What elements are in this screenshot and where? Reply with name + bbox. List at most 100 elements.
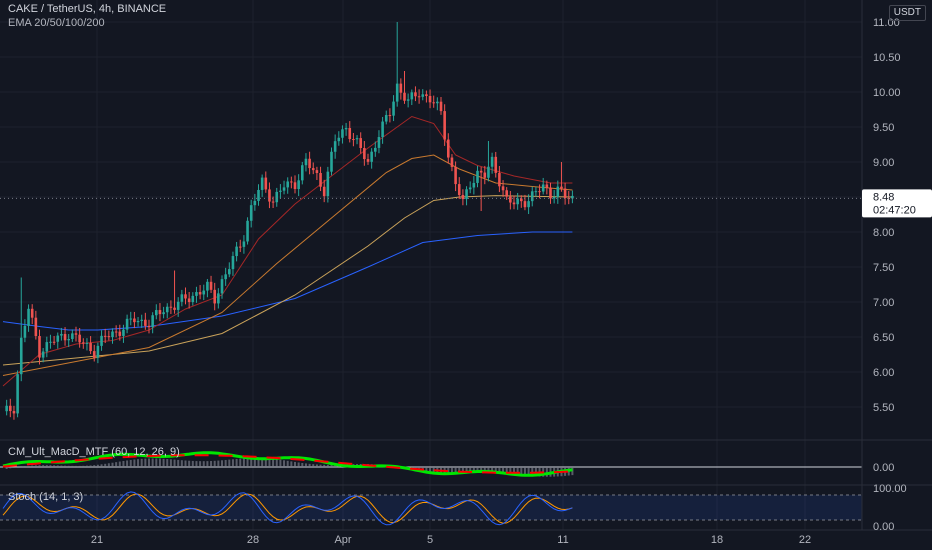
x-tick-label: Apr bbox=[334, 534, 351, 546]
macd-hist-bar bbox=[49, 465, 52, 467]
candle-body bbox=[103, 335, 107, 337]
y-tick-label: 10.50 bbox=[873, 52, 901, 64]
macd-hist-bar bbox=[272, 458, 275, 467]
candle-body bbox=[140, 319, 143, 321]
candle-body bbox=[169, 306, 173, 308]
candle-body bbox=[301, 165, 304, 181]
y-tick-label: 6.50 bbox=[873, 332, 894, 344]
candle-body bbox=[290, 181, 293, 183]
candle-body bbox=[235, 246, 238, 257]
macd-hist-bar bbox=[253, 457, 256, 467]
macd-hist-bar bbox=[104, 463, 107, 467]
macd-hist-bar bbox=[78, 465, 81, 467]
y-tick-label: 6.00 bbox=[873, 367, 894, 379]
stoch-legend[interactable]: Stoch (14, 1, 3) bbox=[8, 491, 84, 503]
stoch-band bbox=[0, 495, 862, 520]
candle-body bbox=[308, 158, 311, 169]
candle-body bbox=[38, 336, 41, 358]
candle-body bbox=[454, 166, 457, 185]
macd-hist-bar bbox=[34, 465, 37, 467]
macd-hist-bar bbox=[264, 458, 267, 467]
candle-body bbox=[45, 342, 49, 352]
candle-body bbox=[249, 205, 253, 221]
macd-hist-bar bbox=[509, 467, 512, 474]
candle-body bbox=[122, 329, 125, 336]
macd-hist-bar bbox=[443, 467, 446, 473]
macd-hist-bar bbox=[75, 465, 77, 467]
candle-body bbox=[293, 182, 297, 190]
macd-hist-bar bbox=[188, 460, 191, 467]
x-tick-label: 5 bbox=[427, 534, 433, 546]
candle-body bbox=[520, 198, 523, 202]
candle-body bbox=[487, 166, 490, 178]
currency-badge[interactable]: USDT bbox=[888, 5, 926, 21]
candle-body bbox=[191, 295, 195, 303]
candle-body bbox=[388, 115, 392, 117]
macd-hist-bar bbox=[107, 463, 110, 467]
candle-body bbox=[410, 92, 414, 100]
candle-body bbox=[129, 318, 133, 320]
candle-body bbox=[322, 186, 326, 197]
macd-hist-bar bbox=[523, 467, 526, 476]
candle-body bbox=[242, 241, 246, 247]
y-tick-label: 7.00 bbox=[873, 297, 894, 309]
macd-hist-bar bbox=[304, 463, 307, 467]
candle-body bbox=[257, 189, 260, 201]
macd-hist-bar bbox=[531, 467, 534, 476]
macd-legend[interactable]: CM_Ult_MacD_MTF (60, 12, 26, 9) bbox=[8, 446, 180, 458]
candle-body bbox=[125, 318, 129, 330]
candle-body bbox=[483, 172, 487, 178]
macd-hist-bar bbox=[60, 465, 63, 467]
macd-hist-bar bbox=[23, 466, 26, 467]
macd-hist-bar bbox=[89, 465, 92, 467]
candle-body bbox=[381, 121, 384, 138]
macd-hist-bar bbox=[27, 465, 30, 467]
macd-hist-bar bbox=[173, 459, 176, 467]
stoch-pane bbox=[0, 491, 862, 526]
candle-body bbox=[476, 170, 479, 183]
candle-body bbox=[505, 190, 508, 197]
macd-hist-bar bbox=[9, 467, 12, 469]
macd-hist-bar bbox=[195, 461, 198, 467]
macd-hist-bar bbox=[246, 458, 249, 467]
macd-hist-bar bbox=[275, 459, 278, 467]
macd-hist-bar bbox=[221, 460, 223, 467]
macd-hist-bar bbox=[184, 460, 187, 467]
candle-body bbox=[527, 201, 530, 208]
candle-body bbox=[107, 336, 111, 338]
macd-hist-bar bbox=[210, 460, 213, 467]
candle-body bbox=[220, 279, 224, 294]
macd-hist-bar bbox=[71, 465, 74, 467]
candle-body bbox=[395, 83, 399, 102]
last-price-tag bbox=[862, 189, 932, 218]
macd-hist-bar bbox=[498, 467, 501, 473]
candle-body bbox=[49, 341, 52, 343]
macd-hist-bar bbox=[301, 462, 304, 467]
candle-body bbox=[432, 102, 435, 104]
macd-hist-bar bbox=[12, 467, 15, 468]
candle-body bbox=[63, 334, 67, 341]
candle-body bbox=[509, 196, 512, 203]
macd-hist-bar bbox=[53, 465, 56, 467]
candle-body bbox=[60, 334, 63, 336]
candle-body bbox=[282, 187, 286, 191]
macd-hist-bar bbox=[122, 460, 125, 467]
macd-hist-bar bbox=[82, 465, 85, 467]
macd-hist-bar bbox=[458, 467, 461, 473]
ema-legend[interactable]: EMA 20/50/100/200 bbox=[8, 17, 105, 29]
x-tick-label: 22 bbox=[799, 534, 811, 546]
candle-body bbox=[468, 187, 472, 190]
symbol-title[interactable]: CAKE / TetherUS, 4h, BINANCE bbox=[8, 3, 167, 15]
macd-hist-bar bbox=[115, 462, 118, 467]
macd-hist-bar bbox=[93, 465, 96, 467]
candle-body bbox=[457, 184, 461, 195]
candle-body bbox=[428, 95, 432, 103]
candle-body bbox=[184, 294, 187, 299]
macd-hist-bar bbox=[323, 464, 326, 467]
candle-body bbox=[571, 195, 574, 199]
candle-body bbox=[9, 405, 12, 412]
candle-body bbox=[333, 141, 337, 152]
macd-hist-bar bbox=[126, 460, 129, 467]
